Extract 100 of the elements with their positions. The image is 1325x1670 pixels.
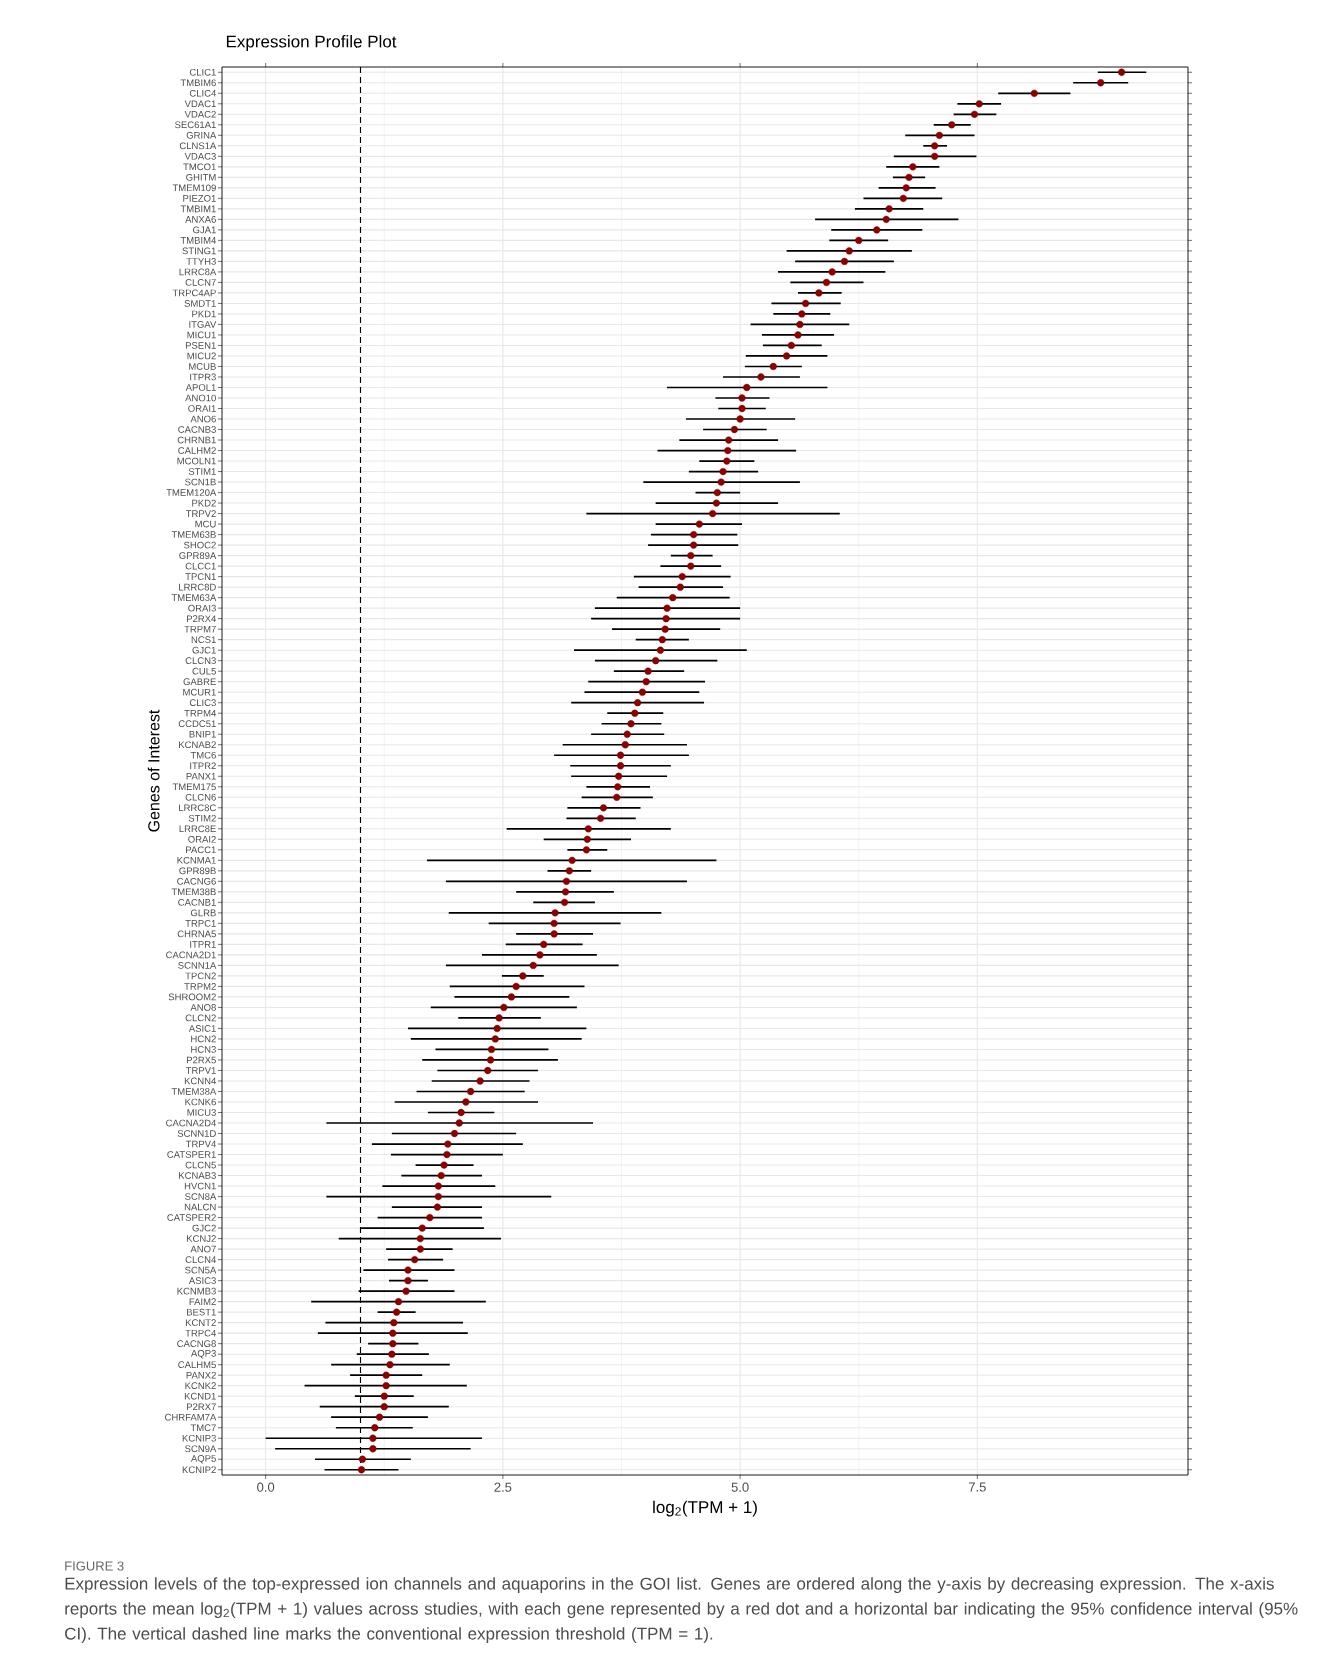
- y-tick-label: TMEM175: [172, 783, 216, 791]
- y-tick-label: CLCN3: [185, 657, 216, 665]
- y-tick-label: CATSPER1: [167, 1151, 216, 1158]
- y-tick-label: GJA1: [193, 226, 216, 234]
- y-tick-label: GJC2: [192, 1224, 216, 1232]
- y-tick-label: HCN2: [191, 1035, 216, 1043]
- y-tick-label: CACNB1: [178, 898, 216, 906]
- y-tick-label: MICU3: [187, 1109, 216, 1116]
- y-tick-label: MICU2: [187, 352, 216, 360]
- y-tick-label: ANO8: [190, 1004, 216, 1011]
- x-tick-label: 2.5: [494, 1482, 512, 1492]
- y-tick-label: SCNN1D: [177, 1130, 216, 1137]
- y-tick-label: TMEM38A: [171, 1088, 217, 1095]
- y-tick-label: HVCN1: [184, 1182, 216, 1190]
- y-tick-label: STIM2: [188, 814, 216, 822]
- y-tick-label: ORAI2: [188, 835, 216, 843]
- y-tick-label: KCNIP3: [182, 1434, 216, 1442]
- text: Expression levels of the top-expressed ion channels and aquaporins in the GOI list. Genes are ordered along the y-axis by decreasing expression. The x-axis reports the mean log$_{2}$(TPM + 1) values across studies, with each gene represented by a red dot and a horizontal bar indicating the 95% confidence interval (95% CI). The vertical dashed line marks the conventional expression threshold (TPM = 1).: [65, 1577, 1298, 1644]
- y-tick-label: STIM1: [188, 468, 216, 475]
- y-tick-label: ANO7: [190, 1245, 216, 1253]
- y-tick-label: CLCN4: [185, 1256, 217, 1263]
- y-tick-label: PANX2: [186, 1371, 216, 1379]
- y-tick-label: CCDC51: [178, 720, 216, 728]
- y-tick-label: CLIC1: [189, 68, 216, 76]
- y-tick-label: GHITM: [186, 173, 216, 181]
- y-tick-label: ORAI3: [188, 604, 216, 612]
- y-tick-label: CLCN2: [185, 1014, 216, 1022]
- y-tick-label: CHRFAM7A: [165, 1413, 217, 1421]
- y-tick-label: BEST1: [186, 1308, 216, 1316]
- y-tick-label: TRPV4: [185, 1140, 217, 1148]
- y-tick-label: KCNAB2: [179, 741, 216, 749]
- y-tick-label: CATSPER2: [167, 1214, 216, 1221]
- y-tick-label: TRPM4: [184, 709, 217, 717]
- y-tick-label: TRPC1: [185, 920, 216, 927]
- y-tick-label: CACNA2D4: [166, 1119, 217, 1127]
- y-tick-label: TMBIM1: [180, 205, 216, 213]
- y-tick-label: SCN9A: [185, 1445, 217, 1453]
- y-tick-label: KCND1: [184, 1392, 216, 1400]
- y-tick-label: P2RX7: [186, 1403, 216, 1411]
- y-tick-label: KCNAB3: [179, 1172, 216, 1179]
- y-tick-label: MICU1: [187, 331, 216, 339]
- y-tick-label: TRPC4AP: [172, 289, 216, 297]
- y-tick-label: TRPM7: [184, 625, 216, 633]
- y-tick-label: TMCO1: [183, 163, 216, 171]
- y-tick-label: CUL5: [192, 667, 216, 675]
- y-tick-label: ANO6: [190, 415, 216, 423]
- y-tick-label: MCUB: [189, 363, 216, 370]
- y-tick-label: KCNT2: [185, 1319, 216, 1327]
- y-tick-label: TRPV2: [185, 510, 216, 517]
- y-tick-label: CLIC4: [189, 89, 217, 97]
- y-tick-label: BNIP1: [189, 730, 216, 738]
- y-tick-label: P2RX5: [186, 1056, 216, 1064]
- y-tick-label: ASIC1: [188, 1025, 216, 1032]
- y-tick-label: TRPM2: [184, 983, 216, 990]
- y-tick-label: NCS1: [191, 636, 216, 644]
- y-tick-label: ITGAV: [189, 321, 217, 328]
- y-tick-label: ITPR3: [190, 373, 216, 381]
- y-tick-label: CALHM2: [178, 447, 216, 454]
- y-tick-label: TMEM109: [172, 184, 216, 192]
- y-tick-label: PKD1: [192, 310, 216, 318]
- y-tick-label: CLCN5: [185, 1161, 216, 1169]
- y-tick-label: MCUR1: [183, 688, 216, 696]
- caption: FIGURE 3: [65, 1561, 124, 1571]
- y-tick-label: SCNN1A: [178, 962, 217, 969]
- y-tick-label: CLCN6: [185, 793, 216, 801]
- y-tick-label: CHRNA5: [177, 930, 216, 938]
- y-tick-label: ORAI1: [188, 405, 216, 412]
- y-tick-label: MCOLN1: [177, 457, 216, 465]
- y-tick-label: HCN3: [191, 1046, 216, 1053]
- y-tick-label: GRINA: [186, 131, 217, 139]
- y-tick-label: MCU: [195, 520, 216, 528]
- y-tick-label: KCNMA1: [177, 856, 216, 864]
- y-tick-label: SMDT1: [184, 300, 216, 307]
- y-tick-label: P2RX4: [186, 615, 217, 622]
- y-tick-label: KCNN4: [184, 1077, 217, 1085]
- y-tick-label: KCNK6: [185, 1098, 216, 1106]
- y-tick-label: GLRB: [190, 909, 216, 917]
- y-tick-label: TMBIM6: [180, 79, 216, 87]
- y-tick-label: CACNG6: [177, 877, 216, 885]
- y-tick-label: TTYH3: [186, 258, 216, 265]
- y-tick-label: STING1: [182, 247, 216, 255]
- y-tick-label: TPCN1: [185, 573, 216, 580]
- y-tick-label: CLNS1A: [179, 142, 217, 150]
- y-tick-label: PACC1: [186, 846, 216, 854]
- y-tick-label: LRRC8C: [179, 804, 216, 812]
- y-tick-label: SCN8A: [185, 1193, 217, 1200]
- y-tick-label: CLCN7: [185, 279, 216, 286]
- y-tick-label: PIEZO1: [183, 194, 216, 202]
- y-tick-label: TMEM63A: [171, 594, 217, 601]
- y-tick-label: VDAC2: [184, 110, 216, 118]
- y-tick-label: TMC6: [190, 751, 216, 759]
- x-tick-label: 5.0: [731, 1482, 749, 1492]
- x-tick-label: 7.5: [968, 1482, 986, 1492]
- y-tick-label: ITPR1: [190, 941, 216, 948]
- y-tick-label: AQP3: [190, 1349, 216, 1359]
- y-tick-label: TMEM120A: [166, 489, 217, 496]
- y-tick-label: LRRC8E: [179, 825, 216, 833]
- y-tick-label: CHRNB1: [177, 436, 216, 444]
- y-tick-label: TMEM63B: [171, 531, 216, 538]
- y-tick-label: LRRC8A: [179, 268, 217, 276]
